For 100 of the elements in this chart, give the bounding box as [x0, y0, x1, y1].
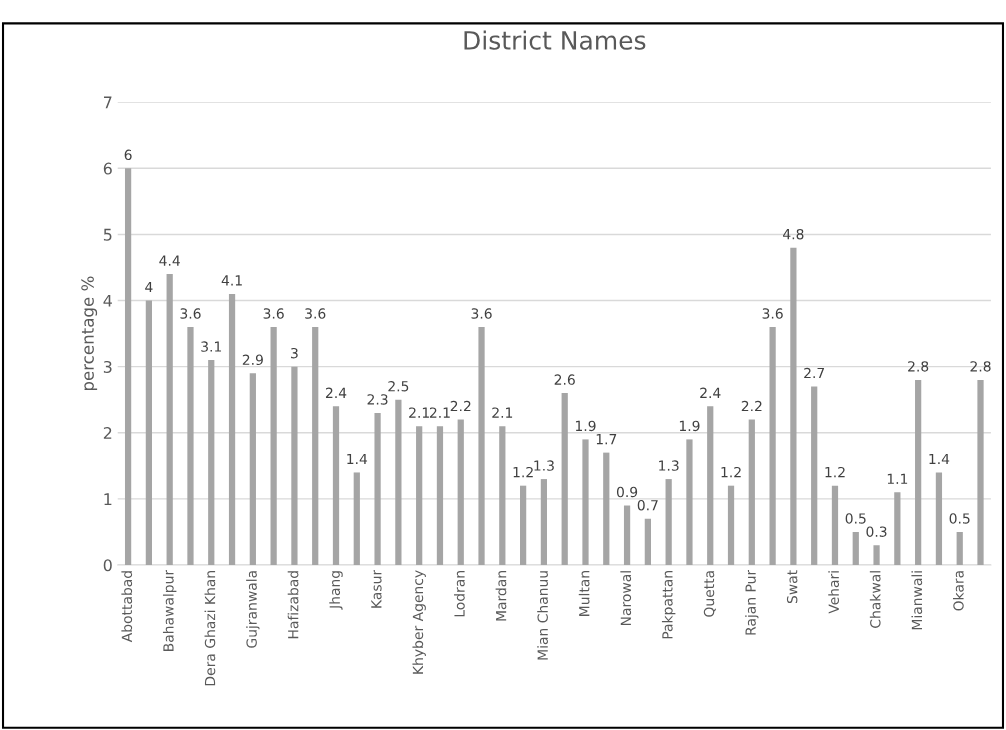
data-label: 4.8	[783, 228, 804, 240]
x-tick-label: Quetta	[703, 571, 716, 617]
y-tick-label: 4	[103, 294, 112, 307]
bar	[561, 393, 568, 566]
data-label: 2.8	[970, 361, 991, 372]
data-label: 1.1	[887, 473, 908, 484]
bar	[582, 439, 589, 566]
x-tick-label: Swat	[786, 570, 798, 604]
bar	[790, 247, 797, 566]
data-label: 2.1	[409, 407, 429, 418]
chart-title: District Names	[464, 30, 646, 50]
data-label: 1.7	[596, 434, 617, 445]
data-label: 1.2	[513, 466, 533, 478]
y-tick-label: 6	[103, 162, 112, 175]
bar	[395, 399, 402, 566]
bar	[665, 479, 672, 566]
bar	[332, 406, 340, 566]
bar	[811, 386, 818, 566]
data-label: 2.1	[429, 407, 450, 418]
data-label: 3.6	[263, 308, 284, 319]
bar	[540, 479, 548, 566]
x-tick-label: Okara	[953, 571, 964, 611]
bar	[727, 485, 735, 566]
x-tick-label: Bahawalpur	[162, 569, 177, 651]
x-tick-label: Lodran	[454, 571, 465, 617]
x-tick-label: Dera Ghazi Khan	[204, 571, 216, 686]
x-tick-label: Narowal	[620, 571, 632, 626]
data-label: 2.9	[242, 354, 263, 366]
x-tick-label: Chakwal	[869, 571, 881, 628]
bar	[249, 373, 256, 566]
y-tick-label: 2	[103, 427, 112, 439]
data-label: 3	[291, 347, 298, 359]
data-label: 2.3	[367, 394, 388, 405]
data-label: 1.9	[575, 420, 596, 432]
x-tick-label: Vehari	[828, 571, 840, 614]
data-label: 1.3	[534, 460, 554, 471]
bar	[457, 419, 464, 566]
data-label: 3.1	[201, 341, 222, 352]
bar	[873, 545, 880, 566]
data-label: 1.2	[721, 466, 741, 478]
bar	[436, 426, 444, 566]
x-tick-label: Mianwali	[911, 571, 923, 630]
bar	[208, 360, 215, 566]
x-tick-label: Gujranwala	[246, 571, 260, 648]
bar	[644, 518, 651, 566]
y-tick-label: 7	[103, 96, 112, 109]
x-tick-label: Khyber Agency	[412, 570, 426, 674]
data-label: 4.1	[221, 275, 242, 286]
data-label: 0.7	[637, 499, 658, 511]
y-tick-label: 1	[104, 493, 112, 505]
x-tick-label: Pakpattan	[661, 571, 676, 639]
y-tick-label: 3	[103, 360, 112, 373]
x-tick-label: Multan	[578, 571, 590, 616]
bar	[374, 412, 381, 566]
bar	[478, 327, 485, 566]
data-label: 3.6	[305, 308, 326, 319]
data-label: 0.5	[949, 513, 970, 524]
x-tick-label: Hafizabad	[287, 571, 299, 639]
data-label: 2.6	[554, 374, 575, 385]
bar	[831, 485, 839, 566]
bar	[915, 379, 922, 566]
y-tick-label: 5	[103, 228, 112, 241]
bar	[852, 531, 859, 566]
data-label: 2.4	[700, 387, 721, 398]
bar	[312, 327, 319, 566]
data-label: 4	[145, 281, 153, 293]
bar	[187, 327, 194, 566]
data-label: 1.3	[659, 460, 679, 471]
data-label: 2.1	[492, 407, 513, 418]
bar	[623, 505, 631, 566]
bar	[124, 168, 132, 566]
x-tick-label: Abottabad	[121, 571, 133, 643]
x-tick-label: Jhang	[329, 571, 343, 610]
data-label: 0.5	[845, 513, 866, 524]
x-tick-label: Kasur	[371, 569, 382, 608]
bar	[270, 327, 277, 566]
bar	[520, 485, 527, 566]
bar	[956, 531, 963, 566]
bar	[416, 426, 423, 566]
y-axis-title: percentage %	[81, 276, 98, 391]
data-label: 1.4	[347, 453, 368, 465]
data-label: 1.9	[679, 420, 700, 432]
data-label: 4.4	[159, 255, 180, 266]
data-label: 0.9	[616, 486, 638, 498]
bar	[166, 274, 173, 566]
data-label: 3.6	[180, 308, 201, 319]
data-label: 1.4	[929, 453, 950, 465]
x-tick-label: Rajan Pur	[745, 569, 759, 635]
data-label: 1.2	[825, 466, 845, 478]
y-tick-label: 0	[103, 559, 112, 572]
bar	[769, 327, 776, 566]
data-label: 2.7	[804, 367, 825, 379]
bar	[499, 426, 506, 566]
data-label: 2.2	[450, 400, 471, 412]
bar	[603, 452, 610, 566]
bar	[145, 300, 153, 566]
data-label: 2.2	[741, 400, 762, 412]
data-label: 0.3	[866, 526, 887, 537]
bar	[977, 379, 984, 566]
data-label: 6	[124, 149, 132, 161]
